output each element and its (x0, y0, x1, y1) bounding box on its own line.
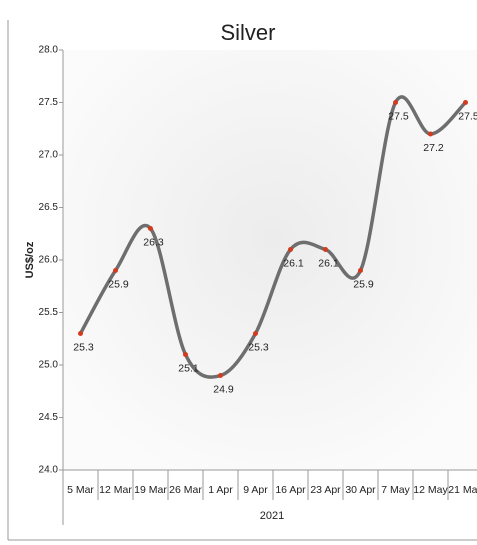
x-axis-label: 2021 (260, 510, 284, 522)
y-tick-label: 27.5 (39, 97, 59, 108)
data-point (148, 226, 153, 231)
data-point (253, 331, 258, 336)
x-tick-label: 12 Mar (99, 484, 132, 496)
x-tick-label: 5 Mar (67, 484, 94, 496)
x-tick-label: 19 Mar (134, 484, 167, 496)
data-point (323, 247, 328, 252)
data-point (393, 100, 398, 105)
x-tick-label: 9 Apr (243, 484, 268, 496)
y-tick-label: 25.0 (39, 360, 59, 371)
data-point (113, 268, 118, 273)
chart-title: Silver (220, 20, 275, 45)
y-tick-label: 28.0 (39, 45, 59, 56)
y-tick-label: 26.5 (39, 202, 59, 213)
data-label: 25.3 (248, 341, 269, 353)
x-tick-label: 30 Apr (345, 484, 376, 496)
y-axis-label: US$/oz (24, 241, 36, 278)
data-label: 27.5 (388, 110, 409, 122)
data-point (218, 373, 223, 378)
x-tick-label: 23 Apr (310, 484, 341, 496)
y-tick-label: 26.0 (39, 255, 59, 266)
data-label: 27.2 (423, 142, 444, 154)
data-label: 26.3 (143, 236, 164, 248)
data-label: 25.9 (353, 278, 374, 290)
data-point (358, 268, 363, 273)
x-tick-label: 7 May (381, 484, 410, 496)
data-point (463, 100, 468, 105)
data-label: 25.9 (108, 278, 129, 290)
data-label: 27.5 (458, 110, 477, 122)
data-label: 24.9 (213, 383, 234, 395)
plot-background (63, 50, 477, 470)
y-tick-label: 27.0 (39, 150, 59, 161)
x-tick-label: 21 May (448, 484, 477, 496)
data-point (78, 331, 83, 336)
data-label: 25.1 (178, 362, 199, 374)
x-tick-label: 1 Apr (208, 484, 233, 496)
x-tick-label: 16 Apr (275, 484, 306, 496)
y-tick-label: 25.5 (39, 307, 59, 318)
x-tick-label: 26 Mar (169, 484, 202, 496)
data-label: 26.1 (283, 257, 304, 269)
x-tick-label: 12 May (413, 484, 448, 496)
data-label: 26.1 (318, 257, 339, 269)
data-point (428, 131, 433, 137)
y-tick-label: 24.0 (39, 465, 59, 476)
data-point (183, 352, 188, 357)
data-point (288, 247, 293, 252)
y-tick-label: 24.5 (39, 412, 59, 423)
data-label: 25.3 (73, 341, 94, 353)
